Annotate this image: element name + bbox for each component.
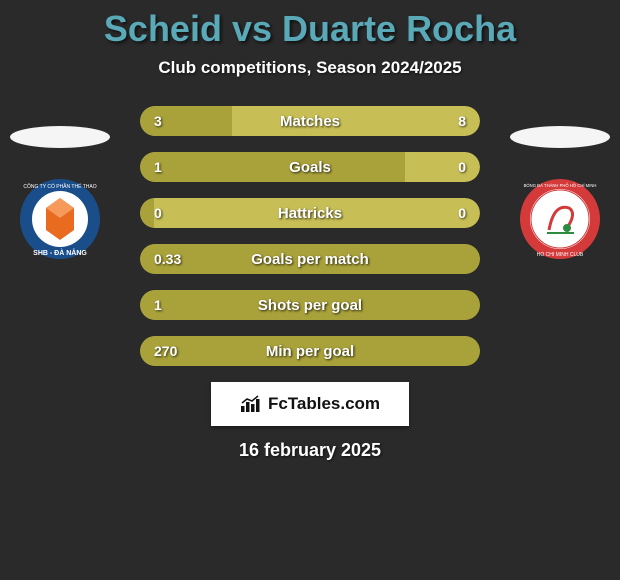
stat-right-value: 0	[458, 152, 466, 182]
vs-text: vs	[232, 8, 272, 49]
stat-label: Hattricks	[140, 198, 480, 228]
stat-right-value: 0	[458, 198, 466, 228]
stat-row: 0Hattricks0	[140, 198, 480, 228]
stat-row: 0.33Goals per match	[140, 244, 480, 274]
player1-name: Scheid	[104, 8, 222, 49]
player1-club-badge: SHB - ĐÀ NẴNG CÔNG TY CỔ PHẦN THỂ THAO	[19, 178, 101, 260]
stat-label: Matches	[140, 106, 480, 136]
stat-label: Goals	[140, 152, 480, 182]
stat-row: 1Shots per goal	[140, 290, 480, 320]
stat-row: 270Min per goal	[140, 336, 480, 366]
brand-text: FcTables.com	[268, 394, 380, 414]
page-title: Scheid vs Duarte Rocha	[0, 8, 620, 50]
svg-text:SHB - ĐÀ NẴNG: SHB - ĐÀ NẴNG	[33, 248, 87, 257]
comparison-card: Scheid vs Duarte Rocha Club competitions…	[0, 0, 620, 580]
date-text: 16 february 2025	[0, 440, 620, 461]
svg-text:HO CHI MINH CLUB: HO CHI MINH CLUB	[537, 252, 584, 258]
stat-label: Min per goal	[140, 336, 480, 366]
player1-oval	[10, 126, 110, 148]
stat-row: 1Goals0	[140, 152, 480, 182]
player2-name: Duarte Rocha	[282, 8, 516, 49]
subtitle: Club competitions, Season 2024/2025	[0, 58, 620, 78]
stat-label: Shots per goal	[140, 290, 480, 320]
club-badge-left-icon: SHB - ĐÀ NẴNG CÔNG TY CỔ PHẦN THỂ THAO	[19, 178, 101, 260]
player2-club-badge: BÓNG ĐÁ THÀNH PHỐ HỒ CHÍ MINH HO CHI MIN…	[519, 178, 601, 260]
svg-text:BÓNG ĐÁ THÀNH PHỐ HỒ CHÍ MINH: BÓNG ĐÁ THÀNH PHỐ HỒ CHÍ MINH	[524, 183, 597, 188]
brand-badge[interactable]: FcTables.com	[211, 382, 409, 426]
stats-rows: 3Matches81Goals00Hattricks00.33Goals per…	[140, 106, 480, 366]
chart-icon	[240, 395, 262, 413]
svg-text:CÔNG TY CỔ PHẦN THỂ THAO: CÔNG TY CỔ PHẦN THỂ THAO	[23, 183, 96, 190]
player2-oval	[510, 126, 610, 148]
stat-right-value: 8	[458, 106, 466, 136]
stat-label: Goals per match	[140, 244, 480, 274]
stat-row: 3Matches8	[140, 106, 480, 136]
club-badge-right-icon: BÓNG ĐÁ THÀNH PHỐ HỒ CHÍ MINH HO CHI MIN…	[519, 178, 601, 260]
